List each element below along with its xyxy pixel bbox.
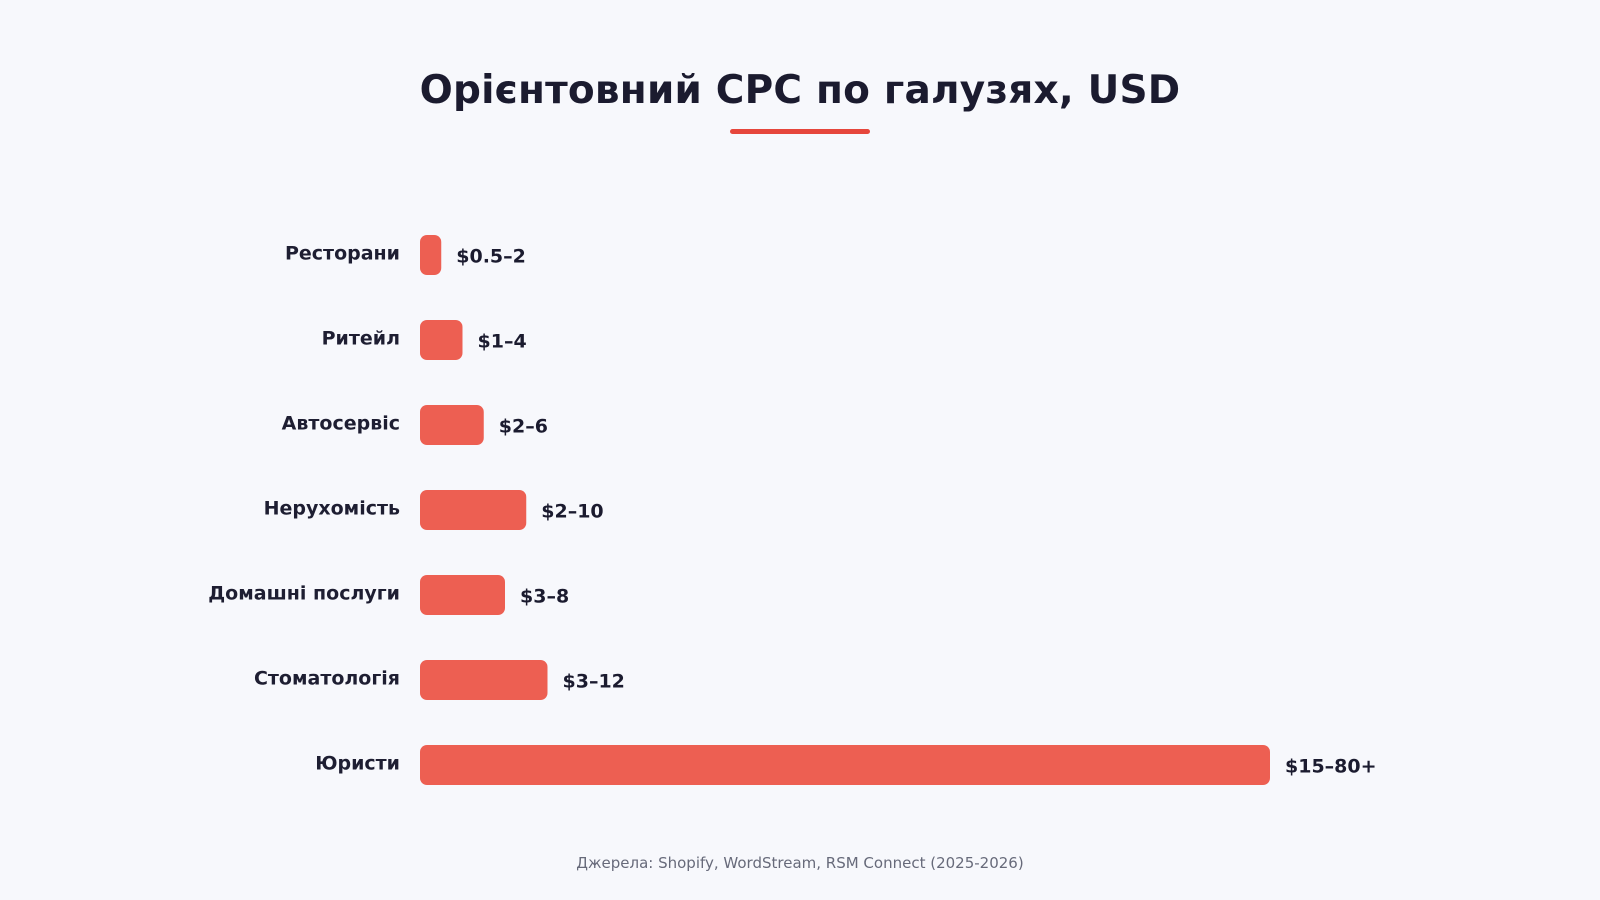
value-label: $1–4	[478, 331, 527, 353]
bar	[420, 405, 484, 445]
bar	[420, 320, 463, 360]
title-underline	[730, 129, 870, 134]
category-label: Стоматологія	[254, 668, 400, 690]
value-label: $2–6	[499, 416, 548, 438]
category-label: Автосервіс	[282, 413, 400, 435]
bar	[420, 490, 527, 530]
category-label: Нерухомість	[264, 498, 400, 520]
value-label: $3–8	[520, 586, 569, 608]
category-label: Домашні послуги	[208, 583, 400, 605]
bar	[420, 745, 1270, 785]
category-label: Ритейл	[322, 328, 400, 350]
source-note: Джерела: Shopify, WordStream, RSM Connec…	[576, 854, 1024, 872]
value-label: $15–80+	[1285, 756, 1377, 778]
bar	[420, 235, 442, 275]
bar	[420, 575, 505, 615]
value-label: $2–10	[541, 501, 603, 523]
category-label: Ресторани	[285, 243, 400, 265]
category-label: Юристи	[315, 753, 400, 775]
chart-title: Орієнтовний CPC по галузях, USD	[419, 68, 1181, 113]
bar	[420, 660, 548, 700]
value-label: $3–12	[563, 671, 625, 693]
value-label: $0.5–2	[456, 246, 526, 268]
